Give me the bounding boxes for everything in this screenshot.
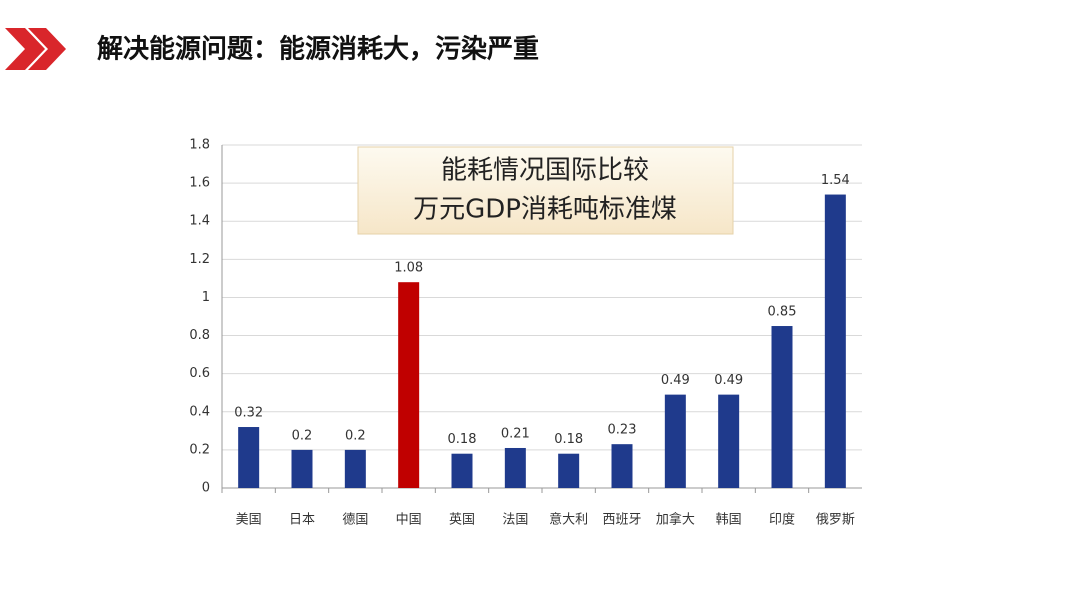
x-tick-label: 印度: [769, 512, 795, 528]
slide-title: 解决能源问题：能源消耗大，污染严重: [97, 34, 539, 65]
chart-subtitle: 万元GDP消耗吨标准煤: [413, 195, 677, 225]
x-tick-label: 俄罗斯: [816, 513, 855, 528]
inset-box: [357, 146, 734, 235]
x-tick-label: 韩国: [716, 513, 742, 528]
x-tick-label: 中国: [396, 513, 422, 528]
plot: 0 0.2 0.4 0.6 0.8 1 1.2 1.4 1.6 1.8 美国 0.32 日本 0.2 德国 0…: [189, 138, 862, 528]
bar: [611, 444, 633, 488]
bar: [344, 449, 366, 488]
y-tick-label: 0.4: [189, 404, 210, 419]
value-label: 0.23: [608, 423, 637, 438]
bar: [238, 427, 260, 488]
value-label: 0.18: [448, 432, 477, 447]
y-tick-label: 0.6: [189, 366, 210, 381]
bar: [771, 326, 793, 488]
bar: [824, 194, 846, 489]
chevron-icon: [5, 28, 66, 70]
x-tick-label: 德国: [342, 513, 368, 528]
x-tick-label: 英国: [449, 513, 475, 528]
value-label: 0.32: [234, 406, 263, 421]
bar: [398, 282, 420, 488]
value-label: 0.85: [768, 305, 797, 320]
y-tick-label: 1.8: [189, 138, 210, 153]
x-tick-label: 法国: [502, 513, 528, 528]
x-tick-label: 加拿大: [656, 512, 695, 528]
bar: [291, 449, 313, 488]
value-label: 1.54: [821, 173, 850, 188]
x-tick-label: 西班牙: [602, 513, 641, 528]
bar: [664, 394, 686, 488]
bar: [504, 447, 526, 488]
y-tick-label: 0.2: [189, 442, 210, 457]
y-tick-label: 1.2: [189, 252, 210, 267]
value-label: 0.49: [661, 373, 690, 388]
value-label: 0.21: [501, 426, 530, 441]
value-label: 1.08: [394, 261, 423, 276]
x-tick-label: 美国: [236, 513, 262, 528]
y-tick-label: 1.4: [189, 214, 210, 229]
y-tick-label: 0: [202, 481, 210, 496]
value-label: 0.49: [714, 373, 743, 388]
chart-title: 能耗情况国际比较: [441, 156, 649, 186]
value-label: 0.2: [292, 428, 313, 443]
x-tick-label: 意大利: [549, 512, 588, 528]
y-tick-label: 1.6: [189, 176, 210, 191]
bar: [718, 394, 740, 488]
x-tick-label: 日本: [289, 513, 315, 528]
bar: [558, 453, 580, 488]
bar: [451, 453, 473, 488]
y-tick-label: 1: [202, 290, 210, 305]
value-label: 0.2: [345, 428, 366, 443]
y-tick-label: 0.8: [189, 328, 210, 343]
value-label: 0.18: [554, 432, 583, 447]
